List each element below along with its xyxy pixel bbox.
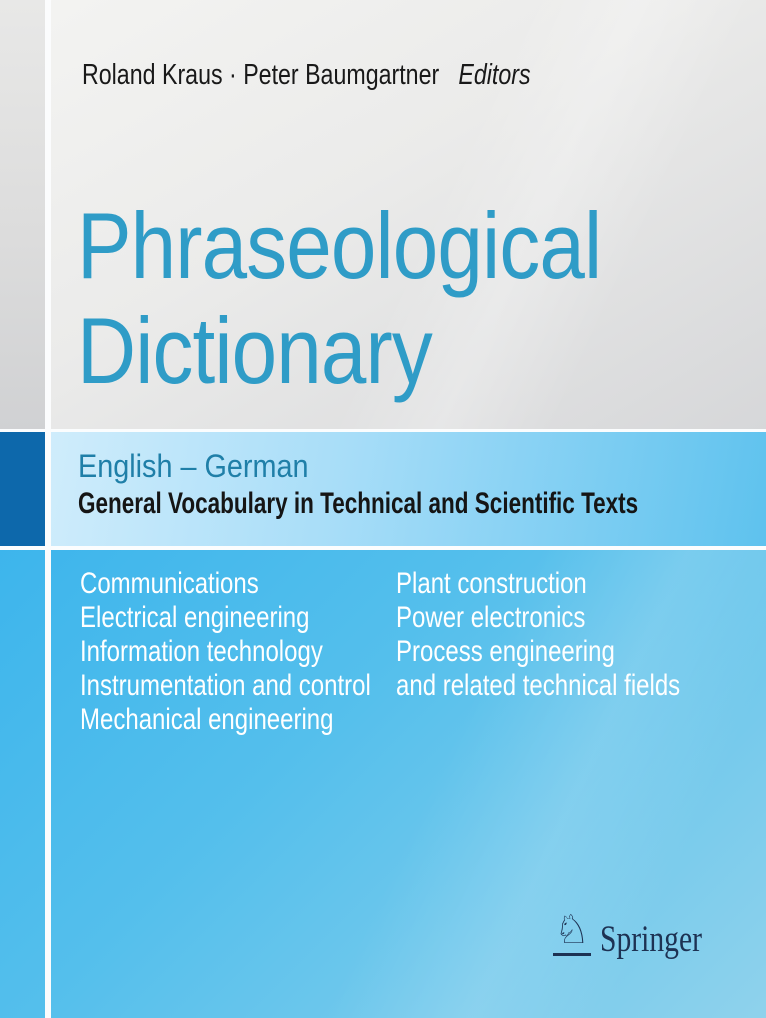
subjects-left-column: Communications Electrical engineering In… xyxy=(80,567,371,737)
vertical-divider-line xyxy=(45,0,51,1018)
subject-item: and related technical fields xyxy=(396,669,681,702)
subjects-section xyxy=(0,550,766,1018)
author-names: Roland Kraus · Peter Baumgartner xyxy=(82,59,440,91)
title-line-2: Dictionary xyxy=(77,298,433,403)
horizontal-divider-top xyxy=(0,429,766,432)
horizontal-divider-bottom xyxy=(0,546,766,550)
subtitle-band xyxy=(0,432,766,546)
subject-item: Plant construction xyxy=(396,567,587,600)
left-gray-strip xyxy=(0,0,45,431)
subject-item: Power electronics xyxy=(396,601,586,634)
subject-item: Communications xyxy=(80,567,259,600)
authors-line: Roland Kraus · Peter Baumgartner Editors xyxy=(82,59,531,91)
subject-item: Mechanical engineering xyxy=(80,703,334,736)
title-line-1: Phraseological xyxy=(77,193,602,298)
publisher-name: Springer xyxy=(599,919,702,960)
subject-item: Process engineering xyxy=(396,635,615,668)
knight-chess-icon: ♘ xyxy=(553,910,591,956)
book-title: Phraseological Dictionary xyxy=(77,193,602,403)
languages-label: English – German xyxy=(78,448,309,484)
subjects-right-column: Plant construction Power electronics Pro… xyxy=(396,567,680,703)
editors-label: Editors xyxy=(458,59,531,91)
subject-item: Information technology xyxy=(80,635,323,668)
left-accent-square xyxy=(0,432,45,546)
publisher-logo: ♘ Springer xyxy=(553,910,727,960)
gray-header-section xyxy=(0,0,766,431)
subject-item: Instrumentation and control xyxy=(80,669,371,702)
subtitle-text: General Vocabulary in Technical and Scie… xyxy=(78,487,639,520)
subject-item: Electrical engineering xyxy=(80,601,310,634)
